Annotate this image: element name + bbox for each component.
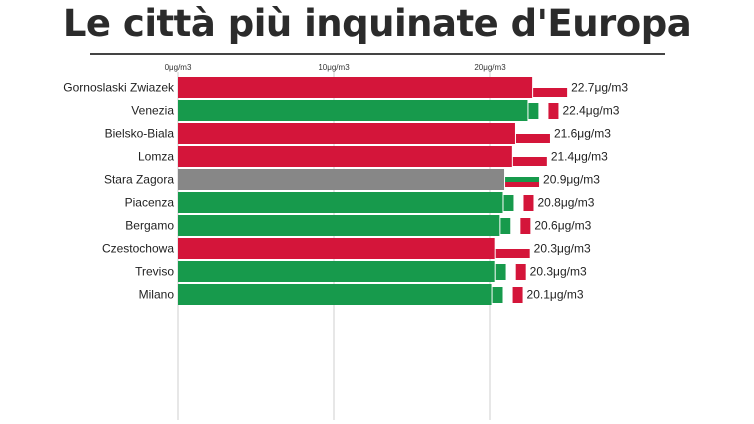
x-axis-ticks: 0μg/m3 10μg/m3 20μg/m3 (165, 63, 507, 72)
category-label: Milano (139, 288, 175, 302)
poland-flag-icon (512, 150, 547, 166)
italy-flag-icon (492, 287, 523, 303)
flag-icons (492, 81, 568, 303)
category-label: Bielsko-Biala (105, 127, 175, 141)
italy-flag-icon (500, 218, 531, 234)
bar (178, 215, 500, 236)
category-label: Piacenza (125, 196, 175, 210)
value-label: 20.3μg/m3 (530, 265, 587, 279)
bar (178, 123, 515, 144)
bar (178, 284, 492, 305)
value-label: 21.6μg/m3 (554, 127, 611, 141)
value-label: 20.8μg/m3 (537, 196, 594, 210)
category-label: Lomza (138, 150, 174, 164)
category-label: Treviso (135, 265, 174, 279)
value-label: 20.6μg/m3 (534, 219, 591, 233)
bar (178, 261, 495, 282)
value-label: 20.1μg/m3 (527, 288, 584, 302)
bar (178, 77, 533, 98)
title-underline (90, 53, 665, 55)
italy-flag-icon (528, 103, 559, 119)
category-labels: Gornoslaski Zwiazek Venezia Bielsko-Biala L… (63, 81, 175, 302)
value-label: 22.4μg/m3 (562, 104, 619, 118)
tick-label: 0μg/m3 (165, 63, 192, 72)
chart-title: Le città più inquinate d'Europa (62, 2, 692, 45)
value-label: 22.7μg/m3 (571, 81, 628, 95)
tick-label: 10μg/m3 (318, 63, 350, 72)
category-label: Bergamo (125, 219, 174, 233)
tick-label: 20μg/m3 (474, 63, 506, 72)
category-label: Gornoslaski Zwiazek (63, 81, 175, 95)
bar (178, 146, 512, 167)
poland-flag-icon (495, 242, 530, 258)
bar (178, 238, 495, 259)
italy-flag-icon (503, 195, 534, 211)
italy-flag-icon (495, 264, 526, 280)
value-label: 21.4μg/m3 (551, 150, 608, 164)
bulgaria-flag-icon (505, 172, 540, 187)
bar (178, 169, 505, 190)
poland-flag-icon (515, 127, 550, 143)
bars (178, 77, 533, 305)
poland-flag-icon (533, 81, 568, 97)
category-label: Czestochowa (102, 242, 174, 256)
value-label: 20.3μg/m3 (534, 242, 591, 256)
category-label: Venezia (131, 104, 174, 118)
value-label: 20.9μg/m3 (543, 173, 600, 187)
bar (178, 100, 528, 121)
value-labels: 22.7μg/m3 22.4μg/m3 21.6μg/m3 21.4μg/m3 20.9… (527, 81, 629, 302)
bar (178, 192, 503, 213)
category-label: Stara Zagora (104, 173, 174, 187)
